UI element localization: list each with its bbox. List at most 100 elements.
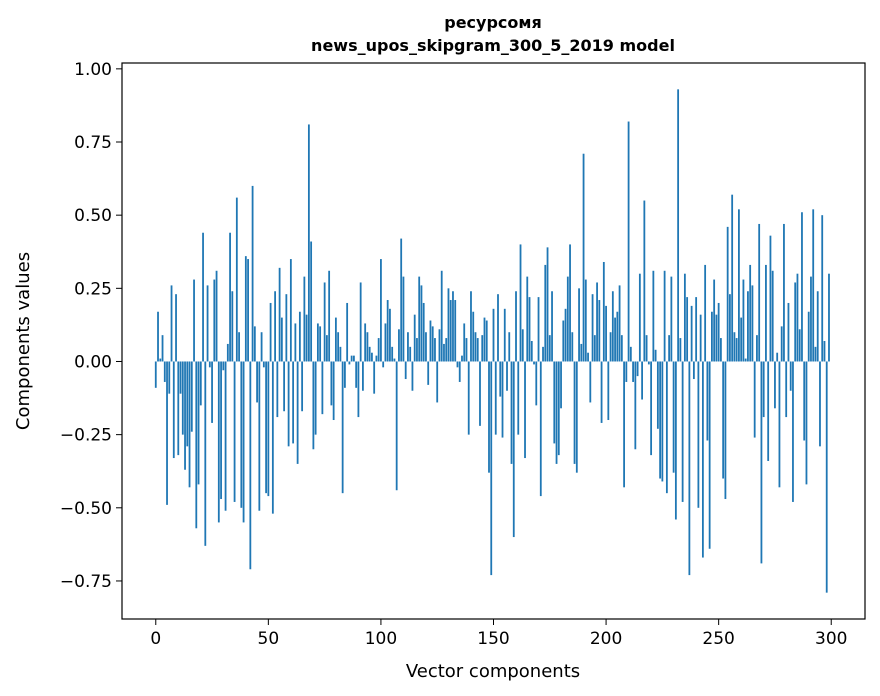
bar-231 <box>674 361 677 520</box>
bar-72 <box>316 323 319 362</box>
bar-122 <box>429 320 432 362</box>
bar-43 <box>251 185 254 362</box>
bar-299 <box>828 273 830 362</box>
bar-22 <box>204 361 207 546</box>
bar-127 <box>440 270 443 362</box>
bar-250 <box>717 302 720 362</box>
bar-116 <box>416 338 418 362</box>
bar-128 <box>443 343 445 362</box>
bar-32 <box>226 343 229 362</box>
bar-174 <box>546 247 549 362</box>
bar-25 <box>211 361 213 423</box>
bar-239 <box>692 361 695 380</box>
bar-107 <box>395 361 398 491</box>
y-tick-label: 0.50 <box>74 206 112 226</box>
bar-166 <box>528 297 531 362</box>
bar-200 <box>605 305 607 362</box>
bar-36 <box>235 197 238 362</box>
bar-236 <box>686 297 689 362</box>
bar-105 <box>391 346 394 362</box>
bar-298 <box>825 361 828 593</box>
bar-41 <box>247 259 249 362</box>
bar-52 <box>271 361 274 514</box>
bar-59 <box>287 361 290 447</box>
bar-277 <box>778 361 781 488</box>
bar-156 <box>506 361 508 391</box>
bar-186 <box>573 361 576 464</box>
bar-242 <box>699 314 702 362</box>
bar-123 <box>431 326 434 362</box>
bar-142 <box>474 332 477 362</box>
bar-144 <box>479 361 481 426</box>
bar-63 <box>296 361 299 464</box>
bar-254 <box>726 226 729 362</box>
plot-frame <box>121 62 866 620</box>
y-tick-label: 0.75 <box>74 133 112 153</box>
bar-115 <box>413 314 416 362</box>
bar-177 <box>553 361 556 444</box>
bar-195 <box>593 335 596 362</box>
chart-subtitle: news_upos_skipgram_300_5_2019 model <box>311 36 675 55</box>
bar-175 <box>548 335 551 362</box>
bar-188 <box>578 288 580 362</box>
bar-54 <box>276 361 279 418</box>
bar-178 <box>555 361 558 464</box>
bar-79 <box>332 361 335 421</box>
bar-70 <box>312 361 315 450</box>
bar-68 <box>307 124 310 362</box>
bar-201 <box>607 361 610 421</box>
x-axis-ticks: 0 50 100 150 200 250 300 <box>150 619 847 649</box>
y-tick-label: 0.00 <box>74 352 112 372</box>
bar-270 <box>762 361 765 418</box>
bar-95 <box>368 346 371 362</box>
bar-207 <box>620 335 623 362</box>
bar-91 <box>359 282 362 362</box>
bar-148 <box>488 361 490 473</box>
bar-164 <box>524 361 526 459</box>
bar-87 <box>350 355 353 362</box>
bar-11 <box>179 361 182 394</box>
bar-203 <box>611 291 614 362</box>
bar-190 <box>582 153 585 362</box>
bar-212 <box>632 361 634 382</box>
bar-253 <box>724 361 727 500</box>
bar-133 <box>454 300 457 362</box>
bars-group <box>154 89 830 593</box>
bar-221 <box>652 270 655 362</box>
bar-297 <box>823 341 826 362</box>
y-tick-label: −0.25 <box>60 426 112 446</box>
bar-258 <box>735 338 738 362</box>
bar-176 <box>551 291 553 362</box>
bar-21 <box>202 232 204 362</box>
bar-269 <box>760 361 763 564</box>
bar-39 <box>242 361 245 523</box>
bar-67 <box>305 314 308 362</box>
bar-6 <box>168 361 171 394</box>
x-tick-label: 50 <box>258 629 280 649</box>
bar-16 <box>190 361 193 432</box>
bar-234 <box>681 361 684 502</box>
bar-117 <box>418 276 421 362</box>
bar-267 <box>756 335 758 362</box>
bar-90 <box>357 361 360 418</box>
bar-233 <box>679 338 682 362</box>
bar-129 <box>445 338 448 362</box>
bar-266 <box>753 361 756 438</box>
bar-194 <box>591 294 594 362</box>
bar-187 <box>575 361 578 473</box>
bar-3 <box>161 335 164 362</box>
bar-74 <box>321 361 324 415</box>
bar-262 <box>744 358 747 362</box>
bar-204 <box>614 317 616 362</box>
bar-64 <box>298 311 301 362</box>
x-axis-label: Vector components <box>406 661 580 682</box>
bar-260 <box>740 317 743 362</box>
bar-55 <box>278 267 281 362</box>
bar-49 <box>265 361 267 494</box>
bar-275 <box>774 361 776 409</box>
bar-111 <box>404 361 407 380</box>
bar-224 <box>659 361 662 479</box>
bar-158 <box>510 361 513 464</box>
x-tick-label: 300 <box>815 629 847 649</box>
